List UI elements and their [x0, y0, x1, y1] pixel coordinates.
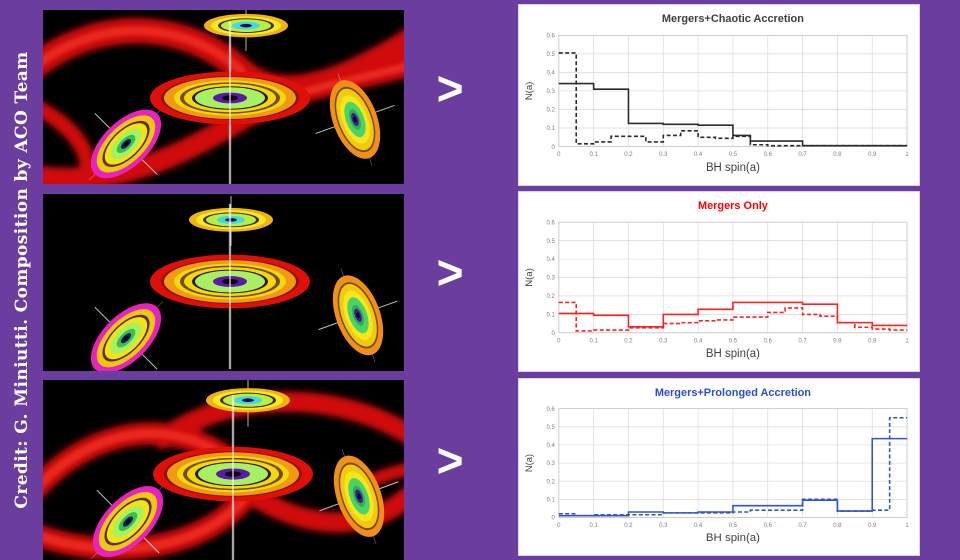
y-tick-label: 0.1 — [547, 126, 556, 132]
x-tick-label: 1 — [905, 338, 909, 344]
y-tick-label: 0.3 — [547, 461, 556, 467]
y-tick-label: 0 — [552, 145, 556, 151]
y-axis-label: N(a) — [524, 268, 535, 287]
y-tick-label: 0.5 — [547, 425, 556, 431]
x-tick-label: 0.2 — [624, 338, 633, 344]
x-tick-label: 0.9 — [868, 523, 877, 529]
y-tick-label: 0.4 — [547, 71, 556, 77]
x-tick-label: 0.1 — [589, 152, 598, 158]
chart-svg: 0 0.1 0.2 0.3 0.4 0.5 0.6 0.7 0.8 0.9 1 0 0.1 0.2 0.3 0… — [524, 200, 909, 360]
x-tick-label: 0.8 — [833, 152, 842, 158]
x-tick-label: 0.5 — [729, 523, 738, 529]
x-tick-label: 0 — [557, 338, 561, 344]
arrow-right-icon: > — [436, 432, 464, 488]
y-tick-label: 0.2 — [547, 294, 556, 300]
x-tick-label: 0.6 — [764, 338, 773, 344]
y-tick-label: 0.2 — [547, 108, 556, 114]
series-solid — [558, 301, 908, 328]
series-dashed — [558, 301, 908, 332]
chart-svg: 0 0.1 0.2 0.3 0.4 0.5 0.6 0.7 0.8 0.9 1 0 0.1 0.2 0.3 0… — [524, 13, 909, 174]
chart-svg: 0 0.1 0.2 0.3 0.4 0.5 0.6 0.7 0.8 0.9 1 0 0.1 0.2 0.3 0… — [523, 387, 910, 544]
chart-title: Mergers+Prolonged Accretion — [655, 387, 811, 399]
chart-title: Mergers+Chaotic Accretion — [662, 13, 804, 25]
x-tick-label: 0.4 — [694, 338, 703, 344]
x-tick-label: 0.2 — [624, 152, 633, 158]
y-tick-label: 0.6 — [547, 34, 556, 40]
y-axis-label: N(a) — [523, 454, 534, 472]
x-tick-label: 1 — [905, 152, 909, 158]
x-tick-label: 0.4 — [694, 152, 703, 158]
y-tick-label: 0.3 — [547, 276, 556, 282]
image-panel-prolonged-accretion — [43, 380, 404, 560]
x-axis-label: BH spin(a) — [706, 162, 760, 174]
satellite-disk-right — [300, 253, 404, 371]
y-tick-label: 0.5 — [547, 52, 556, 58]
y-axis-label: N(a) — [524, 82, 535, 101]
x-tick-label: 0.1 — [589, 523, 598, 529]
plot-border — [558, 34, 908, 147]
y-tick-label: 0.4 — [547, 257, 556, 263]
chart-mergers-chaotic-accretion: 0 0.1 0.2 0.3 0.4 0.5 0.6 0.7 0.8 0.9 1 0 0.1 0.2 0.3 0… — [518, 4, 920, 186]
y-tick-label: 0.2 — [547, 479, 555, 485]
x-tick-label: 0.5 — [729, 152, 738, 158]
x-tick-label: 1 — [905, 523, 909, 529]
x-tick-label: 0.3 — [659, 338, 668, 344]
x-tick-label: 0.5 — [729, 338, 738, 344]
arrow-right-icon: > — [436, 60, 464, 116]
y-tick-label: 0.6 — [547, 220, 556, 226]
chart-mergers-prolonged-accretion: 0 0.1 0.2 0.3 0.4 0.5 0.6 0.7 0.8 0.9 1 0 0.1 0.2 0.3 0… — [518, 378, 920, 556]
series-dashed — [558, 52, 908, 147]
central-accretion-disk — [148, 202, 312, 371]
y-tick-label: 0.6 — [547, 407, 556, 413]
y-tick-label: 0.3 — [547, 89, 556, 95]
x-tick-label: 0.3 — [659, 523, 668, 529]
y-tick-label: 0.1 — [547, 497, 556, 503]
x-tick-label: 0.4 — [694, 523, 703, 529]
satellite-disk-right — [301, 433, 404, 559]
series-dashed — [558, 416, 908, 517]
x-tick-label: 0.7 — [798, 523, 806, 529]
x-tick-label: 0.1 — [589, 338, 598, 344]
x-tick-label: 0.9 — [868, 152, 877, 158]
x-tick-label: 0 — [557, 523, 561, 529]
y-tick-label: 0 — [551, 516, 555, 522]
y-tick-label: 0.4 — [547, 443, 556, 449]
y-tick-label: 0 — [551, 331, 555, 337]
y-tick-label: 0.5 — [547, 239, 556, 245]
image-panel-chaotic-accretion — [43, 10, 404, 184]
x-tick-label: 0.9 — [868, 338, 877, 344]
x-tick-label: 0.7 — [798, 338, 807, 344]
arrow-right-icon: > — [436, 244, 464, 300]
plot-border — [558, 221, 908, 334]
x-tick-label: 0 — [557, 152, 561, 158]
chart-mergers-only: 0 0.1 0.2 0.3 0.4 0.5 0.6 0.7 0.8 0.9 1 0 0.1 0.2 0.3 0… — [518, 191, 920, 372]
x-tick-label: 0.6 — [764, 523, 773, 529]
x-tick-label: 0.8 — [833, 523, 842, 529]
x-tick-label: 0.7 — [798, 152, 807, 158]
credit-text: Credit: G. Miniutti. Composition by ACO … — [11, 51, 32, 509]
x-axis-label: BH spin(a) — [706, 532, 760, 544]
x-tick-label: 0.2 — [624, 523, 632, 529]
x-tick-label: 0.3 — [659, 152, 668, 158]
x-tick-label: 0.8 — [833, 338, 842, 344]
x-axis-label: BH spin(a) — [706, 348, 760, 360]
plot-border — [558, 408, 908, 518]
y-tick-label: 0.1 — [547, 313, 556, 319]
image-panel-mergers-only — [43, 194, 404, 371]
chart-title: Mergers Only — [698, 200, 769, 212]
series-solid — [558, 82, 908, 147]
x-tick-label: 0.6 — [764, 152, 773, 158]
